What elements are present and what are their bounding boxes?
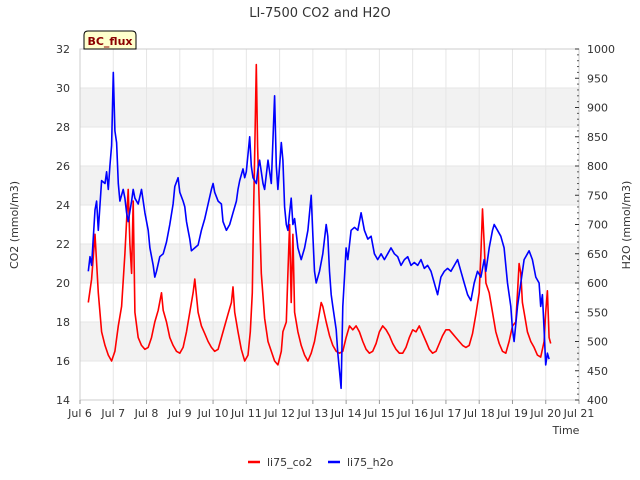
y-left-tick-label: 30	[56, 82, 70, 95]
x-axis-label: Time	[552, 424, 580, 437]
x-tick-label: Jul 21	[563, 407, 595, 420]
y-right-tick-label: 600	[587, 277, 608, 290]
y-right-tick-label: 850	[587, 131, 608, 144]
x-tick-label: Jul 17	[430, 407, 462, 420]
y-left-tick-label: 20	[56, 277, 70, 290]
grid-band	[80, 88, 579, 127]
y-axis-left: 14 16 18 20 22 24 26 28 30 32	[56, 43, 70, 407]
x-tick-label: Jul 15	[363, 407, 395, 420]
y-right-tick-label: 500	[587, 336, 608, 349]
x-axis: Jul 6 Jul 7 Jul 8 Jul 9 Jul 10 Jul 11 Jul 12 Ju…	[67, 400, 594, 420]
y-axis-right-label: H2O (mmol/m3)	[620, 181, 633, 270]
y-left-tick-label: 14	[56, 394, 70, 407]
x-tick-label: Jul 8	[134, 407, 159, 420]
x-tick-label: Jul 18	[463, 407, 495, 420]
dataset-badge: BC_flux	[83, 30, 137, 50]
x-tick-label: Jul 13	[296, 407, 328, 420]
x-tick-label: Jul 20	[529, 407, 561, 420]
y-left-tick-label: 26	[56, 160, 70, 173]
chart-title: LI-7500 CO2 and H2O	[249, 6, 391, 21]
grid-band	[80, 322, 579, 361]
series-line-li75_h2o	[87, 71, 550, 390]
x-tick-label: Jul 10	[197, 407, 229, 420]
legend-label-li75_co2: li75_co2	[267, 456, 312, 469]
grid-band	[80, 166, 579, 205]
x-tick-label: Jul 12	[263, 407, 295, 420]
y-left-tick-label: 24	[56, 199, 70, 212]
badge-label: BC_flux	[87, 35, 132, 48]
y-right-tick-label: 800	[587, 160, 608, 173]
legend: li75_co2 li75_h2o	[248, 456, 394, 469]
x-tick-label: Jul 7	[100, 407, 125, 420]
y-right-tick-label: 550	[587, 306, 608, 319]
x-tick-label: Jul 14	[330, 407, 362, 420]
y-right-tick-label: 450	[587, 365, 608, 378]
y-axis-left-label: CO2 (mmol/m3)	[8, 181, 21, 269]
y-right-tick-label: 400	[587, 394, 608, 407]
y-left-tick-label: 32	[56, 43, 70, 56]
y-left-tick-label: 28	[56, 121, 70, 134]
y-right-tick-label: 1000	[587, 43, 615, 56]
y-right-tick-label: 650	[587, 248, 608, 261]
x-tick-label: Jul 19	[496, 407, 528, 420]
series-layer	[87, 63, 552, 390]
legend-label-li75_h2o: li75_h2o	[347, 456, 394, 469]
x-tick-label: Jul 11	[230, 407, 262, 420]
x-tick-label: Jul 9	[167, 407, 192, 420]
y-right-tick-label: 750	[587, 189, 608, 202]
x-tick-label: Jul 6	[67, 407, 92, 420]
y-left-tick-label: 16	[56, 355, 70, 368]
y-left-tick-label: 18	[56, 316, 70, 329]
y-right-tick-label: 950	[587, 72, 608, 85]
y-left-tick-label: 22	[56, 238, 70, 251]
y-axis-right: 400 450 500 550 600 650 700 750 800 850 900 950 1000	[575, 43, 615, 407]
y-right-tick-label: 700	[587, 219, 608, 232]
series-line-li75_co2	[87, 63, 552, 366]
x-tick-label: Jul 16	[396, 407, 428, 420]
y-right-tick-label: 900	[587, 102, 608, 115]
badge-box	[83, 30, 137, 50]
